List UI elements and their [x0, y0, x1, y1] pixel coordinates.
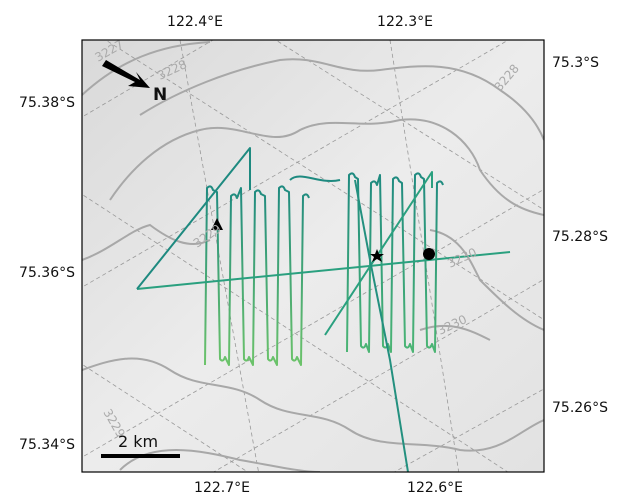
bottom-tick-label: 122.6°E: [407, 480, 463, 495]
left-tick-label: 75.34°S: [19, 437, 75, 453]
right-tick-label: 75.3°S: [552, 55, 599, 71]
top-tick-label: 122.4°E: [167, 14, 223, 30]
top-tick-label: 122.3°E: [377, 14, 433, 30]
left-tick-label: 75.36°S: [19, 265, 75, 281]
right-tick-label: 75.26°S: [552, 400, 608, 416]
north-label: N: [153, 85, 167, 105]
bottom-tick-label: 122.7°E: [194, 480, 250, 495]
map-area: 3227 3228 3228 3229 3230 3230 3229 N 2 k…: [60, 10, 560, 480]
scale-bar-label: 2 km: [118, 432, 158, 451]
circle-marker: [423, 248, 435, 260]
scale-bar: [101, 454, 180, 458]
right-tick-label: 75.28°S: [552, 229, 608, 245]
map: 3227 3228 3228 3229 3230 3230 3229 N 2 k…: [0, 0, 619, 495]
page: {"axes":{"top":["122.4°E","122.3°E"],"bo…: [0, 0, 619, 495]
left-tick-label: 75.38°S: [19, 95, 75, 111]
